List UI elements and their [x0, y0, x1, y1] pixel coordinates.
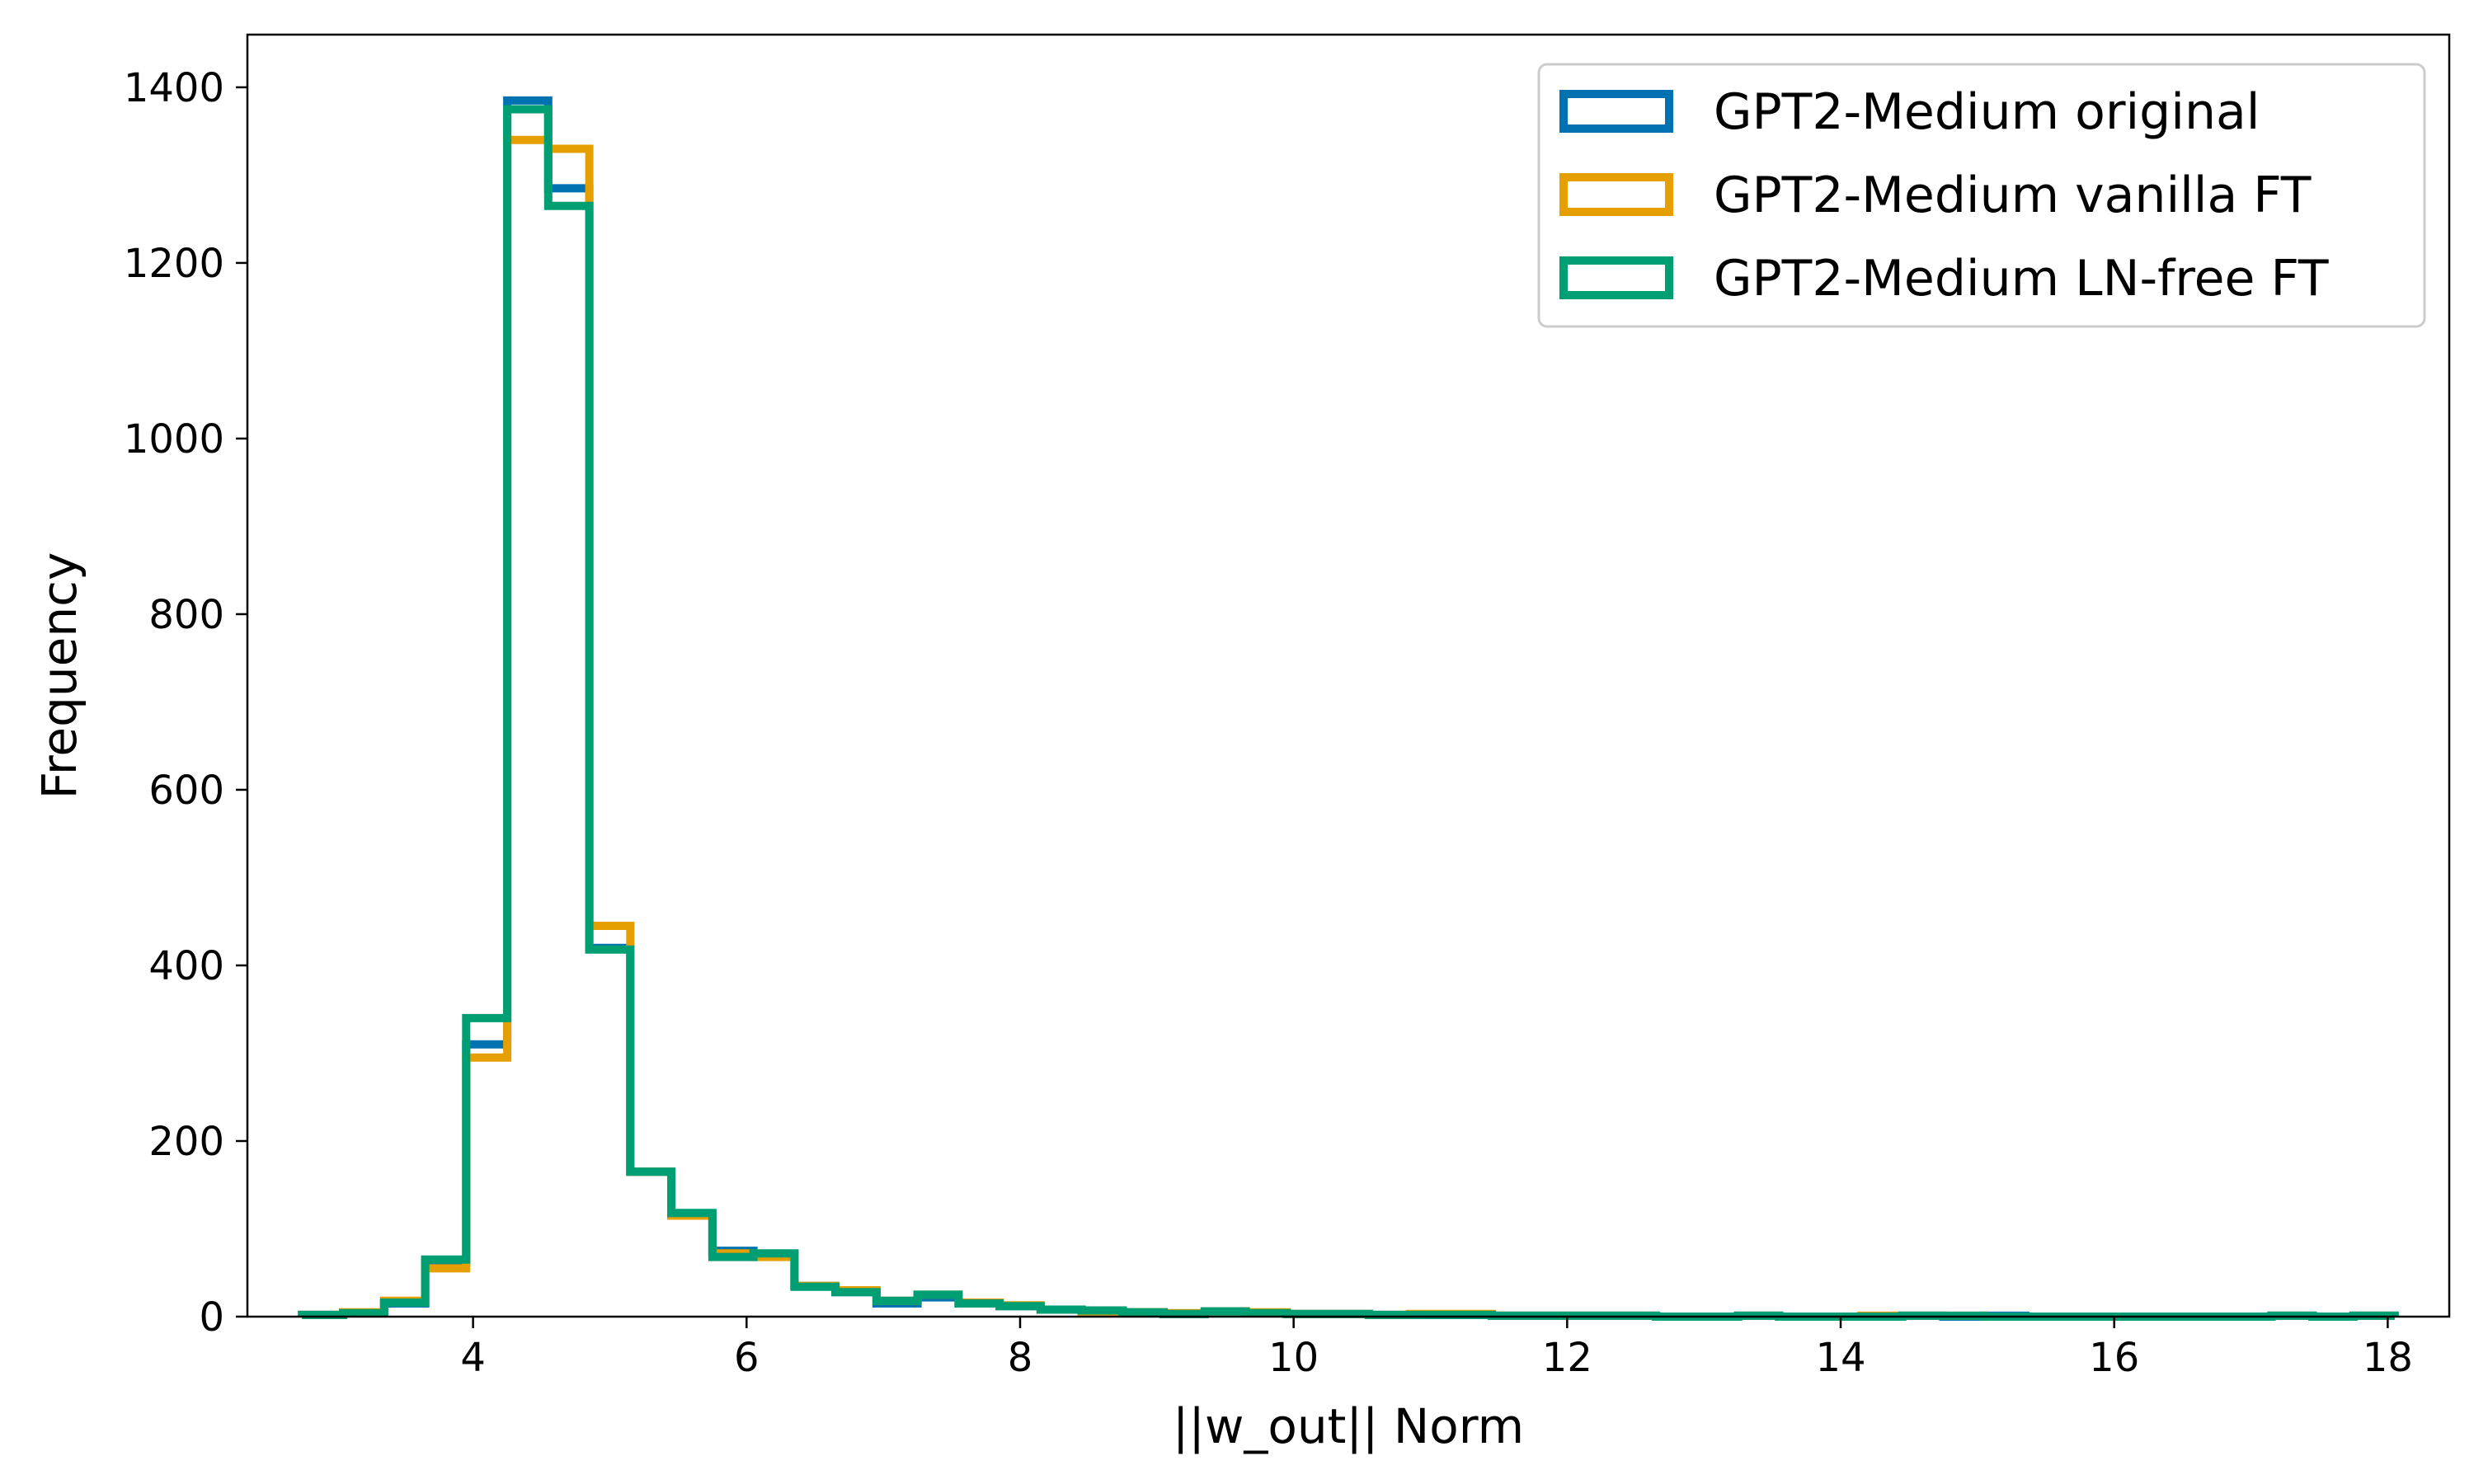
y-tick-label: 600	[148, 768, 224, 814]
x-tick-label: 18	[2363, 1335, 2413, 1381]
legend-swatch	[1559, 90, 1673, 133]
x-axis-ticks: 4 6 8 10 12 14 16 18	[460, 1317, 2413, 1381]
y-tick-label: 0	[199, 1294, 224, 1341]
legend-entry-label: GPT2-Medium LN-free FT	[1714, 250, 2329, 308]
legend-swatch	[1559, 173, 1673, 216]
x-tick-label: 16	[2089, 1335, 2139, 1381]
legend-entry-label: GPT2-Medium vanilla FT	[1714, 167, 2312, 224]
x-tick-label: 14	[1815, 1335, 1865, 1381]
legend: GPT2-Medium original GPT2-Medium vanilla …	[1537, 63, 2426, 328]
y-tick-label: 1400	[124, 65, 224, 111]
y-axis-label: Frequency	[31, 552, 87, 800]
x-tick-label: 4	[460, 1335, 486, 1381]
x-tick-label: 10	[1268, 1335, 1319, 1381]
axes-frame	[246, 33, 2451, 1318]
y-tick-label: 400	[148, 943, 224, 989]
y-tick-label: 200	[148, 1119, 224, 1165]
y-tick-label: 800	[148, 592, 224, 638]
x-tick-label: 12	[1542, 1335, 1592, 1381]
x-axis-label: ||w_out|| Norm	[1173, 1398, 1524, 1454]
y-tick-label: 1000	[124, 416, 224, 463]
legend-box	[1537, 63, 2426, 328]
x-tick-label: 6	[734, 1335, 760, 1381]
legend-swatch	[1559, 256, 1673, 299]
x-tick-label: 8	[1008, 1335, 1033, 1381]
y-axis-ticks: 0 200 400 600 800 1000 1200 1400	[124, 65, 247, 1341]
y-tick-label: 1200	[124, 241, 224, 287]
legend-entry-label: GPT2-Medium original	[1714, 83, 2260, 141]
